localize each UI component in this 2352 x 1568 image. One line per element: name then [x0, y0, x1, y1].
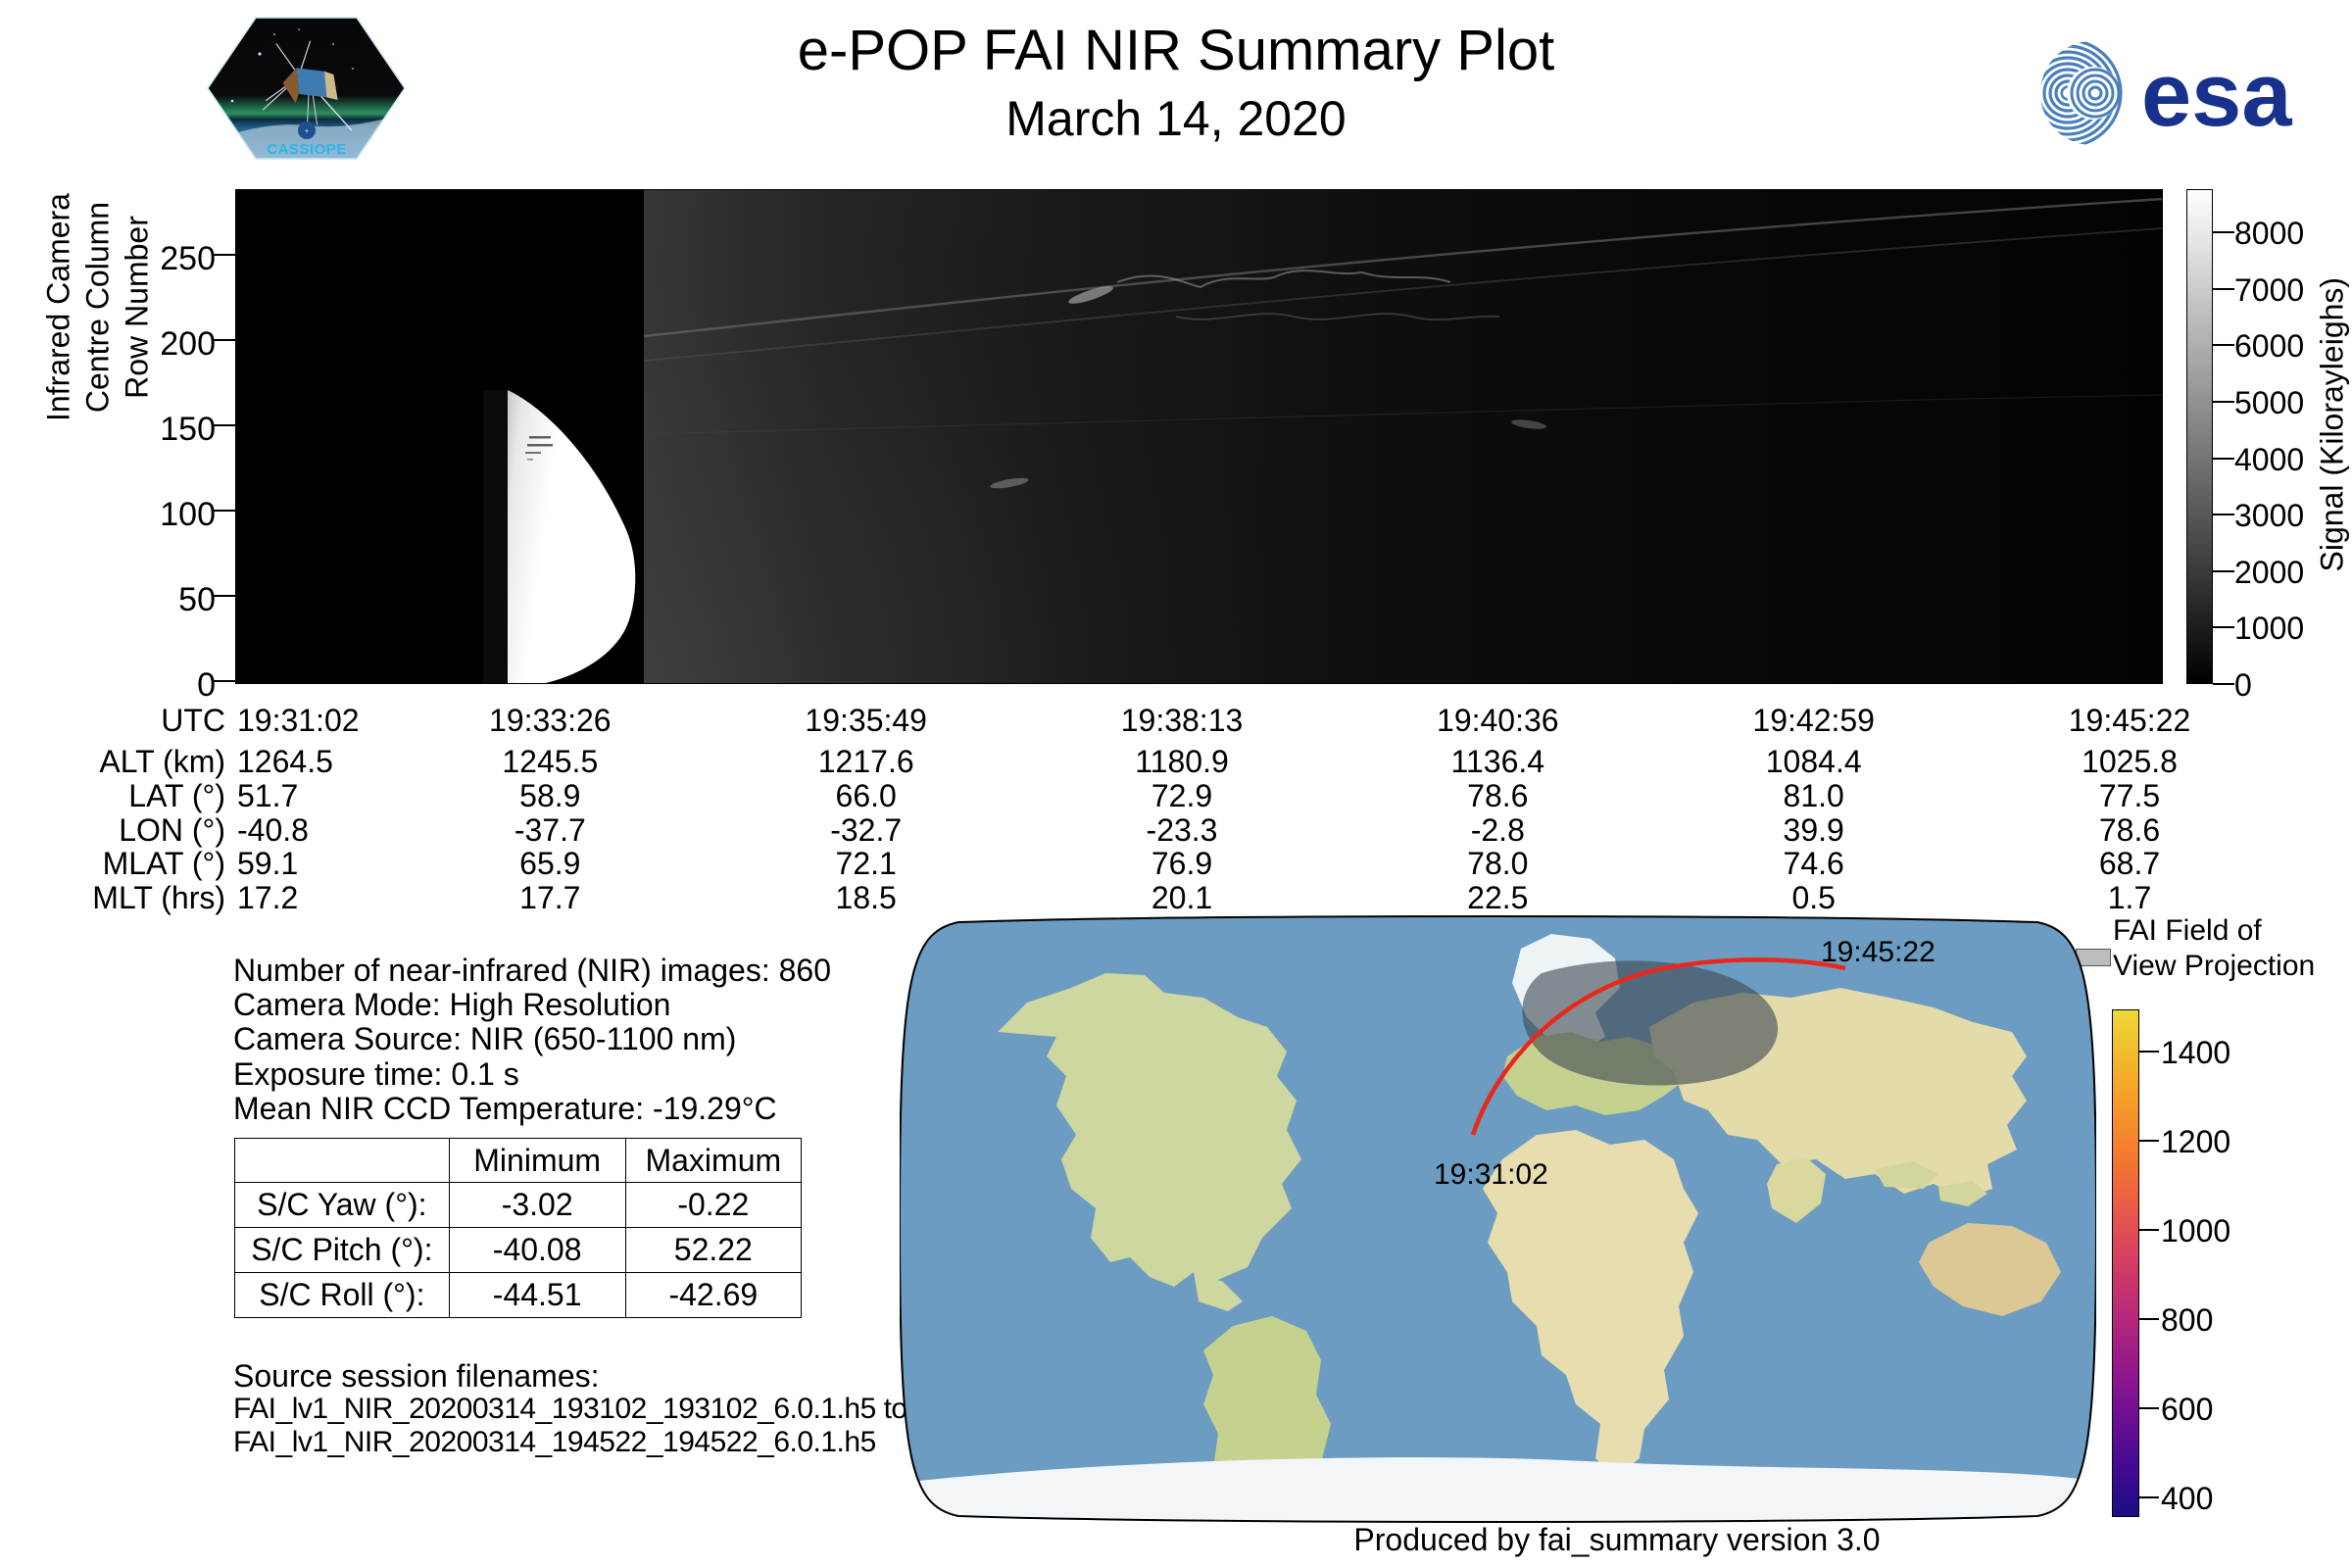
svg-text:CASSIOPE: CASSIOPE — [267, 141, 347, 158]
svg-text:+: + — [305, 128, 309, 135]
svg-text:esa: esa — [2141, 45, 2292, 145]
svg-text:19:45:22: 19:45:22 — [1821, 936, 1936, 968]
svg-text:19:31:02: 19:31:02 — [1434, 1158, 1548, 1191]
